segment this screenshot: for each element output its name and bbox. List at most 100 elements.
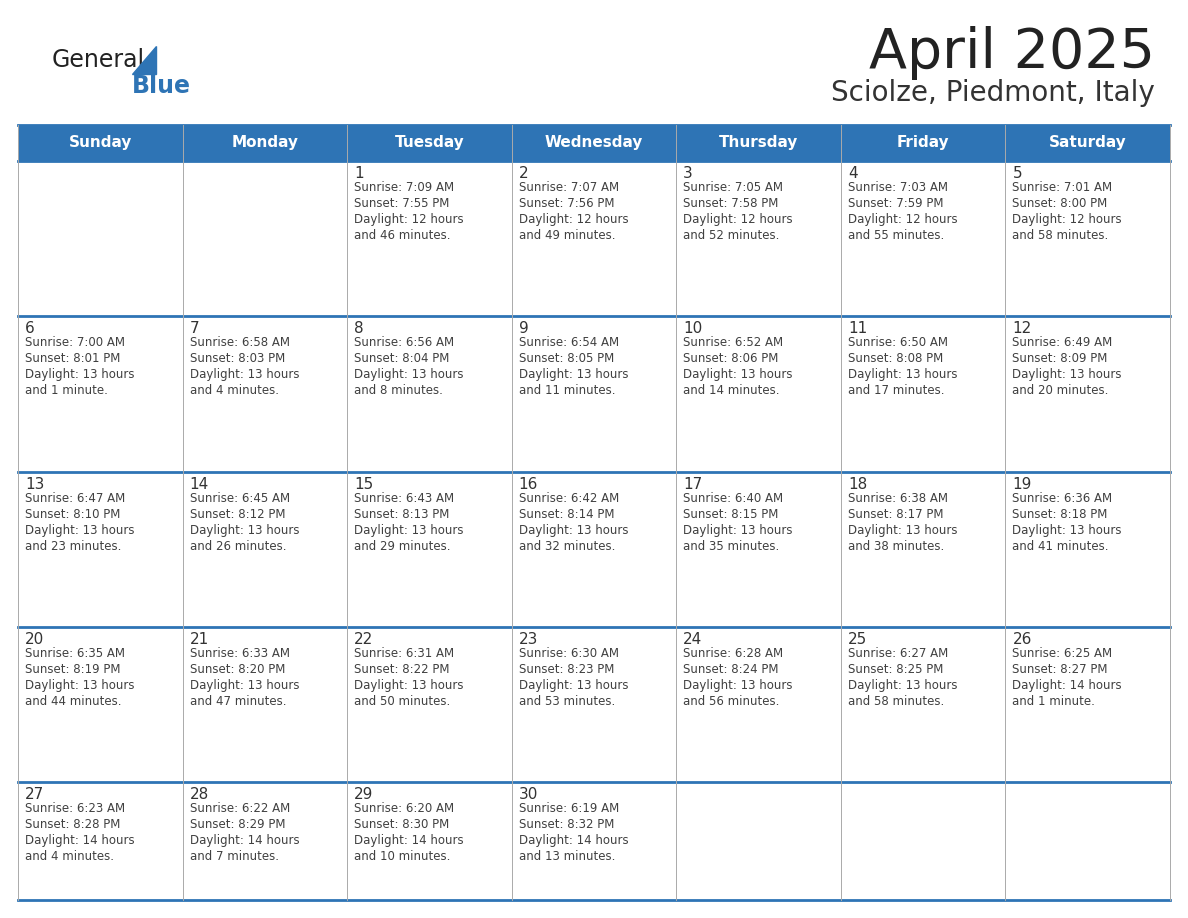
Text: and 26 minutes.: and 26 minutes. [190, 540, 286, 553]
Text: and 14 minutes.: and 14 minutes. [683, 385, 779, 397]
Text: 1: 1 [354, 166, 364, 181]
Text: Thursday: Thursday [719, 136, 798, 151]
Text: Daylight: 14 hours: Daylight: 14 hours [25, 834, 134, 847]
Text: Blue: Blue [132, 74, 191, 98]
Bar [841, 317, 1005, 472]
Text: Sunrise: 7:03 AM: Sunrise: 7:03 AM [848, 181, 948, 194]
Text: April 2025: April 2025 [868, 26, 1155, 80]
Text: 4: 4 [848, 166, 858, 181]
Bar [841, 472, 1005, 627]
Bar [676, 627, 841, 782]
Text: Sunrise: 6:42 AM: Sunrise: 6:42 AM [519, 492, 619, 505]
Text: 21: 21 [190, 632, 209, 647]
Text: 24: 24 [683, 632, 702, 647]
Text: Sunset: 8:28 PM: Sunset: 8:28 PM [25, 818, 120, 831]
Text: Sunset: 8:05 PM: Sunset: 8:05 PM [519, 353, 614, 365]
Text: Sunset: 8:23 PM: Sunset: 8:23 PM [519, 663, 614, 676]
Text: Sunrise: 6:36 AM: Sunrise: 6:36 AM [1012, 492, 1112, 505]
Text: Sunrise: 6:54 AM: Sunrise: 6:54 AM [519, 336, 619, 349]
Text: Sunset: 8:03 PM: Sunset: 8:03 PM [190, 353, 285, 365]
Text: Sunset: 8:29 PM: Sunset: 8:29 PM [190, 818, 285, 831]
Text: and 29 minutes.: and 29 minutes. [354, 540, 450, 553]
Text: Sunrise: 6:43 AM: Sunrise: 6:43 AM [354, 492, 454, 505]
Text: Sunrise: 6:35 AM: Sunrise: 6:35 AM [25, 647, 125, 660]
Bar [183, 472, 347, 627]
Text: Sunset: 8:01 PM: Sunset: 8:01 PM [25, 353, 120, 365]
Text: 25: 25 [848, 632, 867, 647]
Bar [1005, 472, 1170, 627]
Text: Sunrise: 6:30 AM: Sunrise: 6:30 AM [519, 647, 619, 660]
Bar [1005, 317, 1170, 472]
Text: and 53 minutes.: and 53 minutes. [519, 695, 615, 708]
Text: Sunset: 8:32 PM: Sunset: 8:32 PM [519, 818, 614, 831]
Text: Sciolze, Piedmont, Italy: Sciolze, Piedmont, Italy [832, 79, 1155, 107]
Text: Sunrise: 6:25 AM: Sunrise: 6:25 AM [1012, 647, 1112, 660]
Text: and 17 minutes.: and 17 minutes. [848, 385, 944, 397]
Text: 28: 28 [190, 788, 209, 802]
Bar [512, 627, 676, 782]
Text: 6: 6 [25, 321, 34, 336]
Text: Daylight: 13 hours: Daylight: 13 hours [25, 679, 134, 692]
Text: and 46 minutes.: and 46 minutes. [354, 229, 450, 242]
Text: and 32 minutes.: and 32 minutes. [519, 540, 615, 553]
Text: Daylight: 13 hours: Daylight: 13 hours [190, 368, 299, 381]
Text: Tuesday: Tuesday [394, 136, 465, 151]
Text: Daylight: 14 hours: Daylight: 14 hours [354, 834, 463, 847]
Text: Sunset: 8:00 PM: Sunset: 8:00 PM [1012, 197, 1107, 210]
Text: Wednesday: Wednesday [545, 136, 643, 151]
Bar [676, 161, 841, 317]
Text: and 56 minutes.: and 56 minutes. [683, 695, 779, 708]
Text: 8: 8 [354, 321, 364, 336]
Text: Sunrise: 6:23 AM: Sunrise: 6:23 AM [25, 802, 125, 815]
Bar [347, 317, 512, 472]
Text: 19: 19 [1012, 476, 1032, 492]
Text: Sunrise: 6:31 AM: Sunrise: 6:31 AM [354, 647, 454, 660]
Text: Sunday: Sunday [69, 136, 132, 151]
Bar [18, 782, 183, 900]
Text: Sunset: 8:19 PM: Sunset: 8:19 PM [25, 663, 120, 676]
Bar [347, 161, 512, 317]
Text: 29: 29 [354, 788, 373, 802]
Text: Sunset: 8:15 PM: Sunset: 8:15 PM [683, 508, 778, 521]
Text: Daylight: 12 hours: Daylight: 12 hours [354, 213, 463, 226]
Text: Daylight: 13 hours: Daylight: 13 hours [1012, 368, 1121, 381]
Text: and 8 minutes.: and 8 minutes. [354, 385, 443, 397]
Text: and 44 minutes.: and 44 minutes. [25, 695, 121, 708]
Text: 27: 27 [25, 788, 44, 802]
Text: and 41 minutes.: and 41 minutes. [1012, 540, 1108, 553]
Text: Sunrise: 6:56 AM: Sunrise: 6:56 AM [354, 336, 454, 349]
Text: 20: 20 [25, 632, 44, 647]
Bar [676, 472, 841, 627]
Text: and 58 minutes.: and 58 minutes. [1012, 229, 1108, 242]
Text: and 58 minutes.: and 58 minutes. [848, 695, 944, 708]
Text: Monday: Monday [232, 136, 298, 151]
Text: and 11 minutes.: and 11 minutes. [519, 385, 615, 397]
Text: Sunset: 8:10 PM: Sunset: 8:10 PM [25, 508, 120, 521]
Text: 12: 12 [1012, 321, 1031, 336]
Text: Sunset: 7:56 PM: Sunset: 7:56 PM [519, 197, 614, 210]
Text: Daylight: 13 hours: Daylight: 13 hours [354, 368, 463, 381]
Text: Sunset: 8:12 PM: Sunset: 8:12 PM [190, 508, 285, 521]
Text: Sunset: 8:17 PM: Sunset: 8:17 PM [848, 508, 943, 521]
Text: Daylight: 13 hours: Daylight: 13 hours [25, 368, 134, 381]
Text: and 50 minutes.: and 50 minutes. [354, 695, 450, 708]
Bar [1005, 161, 1170, 317]
Text: Daylight: 13 hours: Daylight: 13 hours [683, 523, 792, 537]
Text: 13: 13 [25, 476, 44, 492]
Text: Sunrise: 6:20 AM: Sunrise: 6:20 AM [354, 802, 454, 815]
Text: Daylight: 13 hours: Daylight: 13 hours [190, 679, 299, 692]
Bar [18, 627, 183, 782]
Bar [512, 317, 676, 472]
Bar [676, 317, 841, 472]
Text: 22: 22 [354, 632, 373, 647]
Text: Daylight: 14 hours: Daylight: 14 hours [1012, 679, 1121, 692]
Bar [183, 317, 347, 472]
Text: Daylight: 13 hours: Daylight: 13 hours [1012, 523, 1121, 537]
Text: Sunrise: 6:40 AM: Sunrise: 6:40 AM [683, 492, 783, 505]
Text: 9: 9 [519, 321, 529, 336]
Text: Sunset: 8:27 PM: Sunset: 8:27 PM [1012, 663, 1108, 676]
Text: Sunrise: 6:19 AM: Sunrise: 6:19 AM [519, 802, 619, 815]
Bar [1005, 627, 1170, 782]
Text: Sunrise: 7:09 AM: Sunrise: 7:09 AM [354, 181, 454, 194]
Text: Daylight: 12 hours: Daylight: 12 hours [848, 213, 958, 226]
